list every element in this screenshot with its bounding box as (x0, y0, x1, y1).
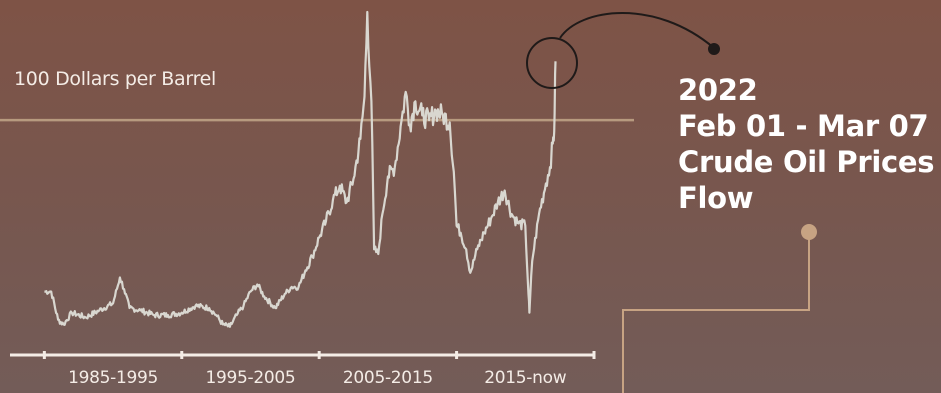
callout-connector (559, 12, 715, 49)
series-line-crude-oil (44, 10, 557, 328)
x-tick-label: 1985-1995 (68, 368, 159, 388)
title-line-dates: Feb 01 - Mar 07 (678, 109, 929, 143)
reference-line-label: 100 Dollars per Barrel (14, 68, 217, 90)
title-line-flow: Flow (678, 181, 754, 215)
title-line-year: 2022 (678, 73, 758, 107)
footnote-connector-line (622, 232, 810, 393)
x-tick-label: 1995-2005 (205, 368, 296, 388)
chart-title: 2022 Feb 01 - Mar 07 Crude Oil Prices Fl… (678, 72, 935, 216)
callout-dot (708, 43, 720, 55)
x-tick-label: 2005-2015 (342, 368, 433, 388)
title-line-subject: Crude Oil Prices (678, 145, 935, 179)
highlight-circle (526, 37, 578, 89)
x-tick-label: 2015-now (484, 368, 567, 388)
x-axis-tick-marks (42, 351, 596, 359)
